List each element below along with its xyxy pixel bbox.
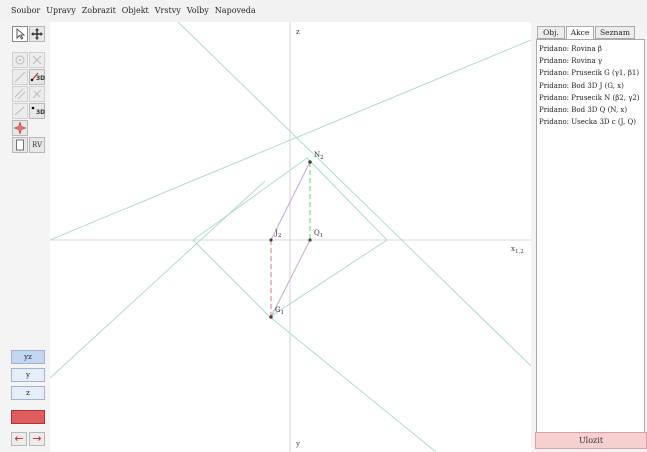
segment-c1 xyxy=(270,239,311,318)
segment-3d-tool[interactable]: 3D xyxy=(29,69,45,85)
log-item[interactable]: Pridano: Bod 3D J (G, x) xyxy=(539,81,624,90)
perpendicular-tool[interactable] xyxy=(29,86,45,102)
action-log: Pridano: Rovina β Pridano: Rovina γ Pridan… xyxy=(536,39,645,436)
construction-drawing: z y x1,2 N2 J2 Q1 G1 xyxy=(50,22,531,452)
intersection-tool[interactable] xyxy=(29,52,45,68)
cursor-icon xyxy=(16,28,26,40)
line-icon xyxy=(14,71,26,83)
point-3d-icon xyxy=(31,106,35,110)
plane-trace xyxy=(177,22,531,367)
perpendicular-icon xyxy=(32,89,42,99)
menu-napoveda[interactable]: Napoveda xyxy=(214,6,256,15)
vector-tool[interactable] xyxy=(12,103,28,119)
move-tool[interactable] xyxy=(29,26,45,42)
left-toolbar: 3D 3D RV yz y z ← → xyxy=(0,22,50,452)
delete-tool[interactable] xyxy=(12,120,28,136)
new-document-tool[interactable] xyxy=(12,137,28,153)
badge-3d: 3D xyxy=(36,109,46,116)
tab-objects[interactable]: Obj. xyxy=(537,26,565,39)
segment-3d-icon xyxy=(30,72,39,82)
menu-objekt[interactable]: Objekt xyxy=(121,6,149,15)
plane-trace xyxy=(50,39,531,241)
menu-soubor[interactable]: Soubor xyxy=(11,6,41,15)
select-pointer-tool[interactable] xyxy=(12,26,28,42)
undo-arrow-button[interactable]: ← xyxy=(11,432,27,446)
drawing-canvas[interactable]: z y x1,2 N2 J2 Q1 G1 xyxy=(50,22,531,452)
view-yz-button[interactable]: yz xyxy=(11,350,45,364)
label-j2: J2 xyxy=(274,229,281,239)
menu-upravy[interactable]: Upravy xyxy=(46,6,76,15)
segment-c2 xyxy=(270,161,311,241)
right-panel: Obj. Akce Seznam Pridano: Rovina β Pridan… xyxy=(531,22,647,452)
plane-trace xyxy=(269,239,388,318)
plane-trace xyxy=(192,239,271,318)
point-q1[interactable] xyxy=(308,238,312,242)
parallel-tool[interactable] xyxy=(12,86,28,102)
view-y-button[interactable]: y xyxy=(11,368,45,382)
save-button[interactable]: Ulozit xyxy=(535,432,647,449)
circle-point-icon xyxy=(15,55,25,65)
menu-bar: Soubor Upravy Zobrazit Objekt Vrstvy Volby Nap… xyxy=(0,0,647,23)
view-z-button[interactable]: z xyxy=(11,386,45,400)
plane-trace xyxy=(306,157,388,241)
document-icon xyxy=(16,139,24,151)
tab-actions[interactable]: Akce xyxy=(566,26,594,40)
menu-zobrazit[interactable]: Zobrazit xyxy=(81,6,116,15)
axis-x12-label: x1,2 xyxy=(511,245,524,255)
label-n2: N2 xyxy=(314,151,324,161)
tab-list[interactable]: Seznam xyxy=(595,26,635,39)
point-j2[interactable] xyxy=(269,238,273,242)
point-3d-tool[interactable]: 3D xyxy=(29,103,45,119)
point-tool[interactable] xyxy=(12,52,28,68)
point-g1[interactable] xyxy=(269,315,273,319)
color-swatch[interactable] xyxy=(11,410,45,424)
menu-volby[interactable]: Volby xyxy=(186,6,209,15)
badge-3d: 3D xyxy=(36,75,46,82)
line-tool[interactable] xyxy=(12,69,28,85)
plane-trace xyxy=(269,316,437,452)
log-item[interactable]: Pridano: Bod 3D Q (N, x) xyxy=(539,106,628,115)
label-q1: Q1 xyxy=(314,229,323,239)
vector-icon xyxy=(14,106,25,116)
star-delete-icon xyxy=(13,121,27,135)
move-arrows-icon xyxy=(31,28,43,40)
axis-z-label: z xyxy=(296,28,300,36)
log-item[interactable]: Pridano: Rovina γ xyxy=(539,57,603,66)
axis-y-label: y xyxy=(295,440,300,448)
menu-vrstvy[interactable]: Vrstvy xyxy=(154,6,181,15)
rv-button[interactable]: RV xyxy=(29,137,45,153)
parallel-lines-icon xyxy=(14,88,26,100)
log-item[interactable]: Pridano: Prusecik N (β2, γ2) xyxy=(539,93,640,102)
redo-arrow-button[interactable]: → xyxy=(29,432,45,446)
cross-icon xyxy=(32,55,42,65)
plane-trace xyxy=(192,157,308,241)
point-n2[interactable] xyxy=(308,160,312,164)
label-g1: G1 xyxy=(275,306,284,316)
log-item[interactable]: Pridano: Prusecik G (γ1, β1) xyxy=(539,69,640,78)
log-item[interactable]: Pridano: Usecka 3D c (J, Q) xyxy=(539,118,636,127)
log-item[interactable]: Pridano: Rovina β xyxy=(539,45,602,53)
